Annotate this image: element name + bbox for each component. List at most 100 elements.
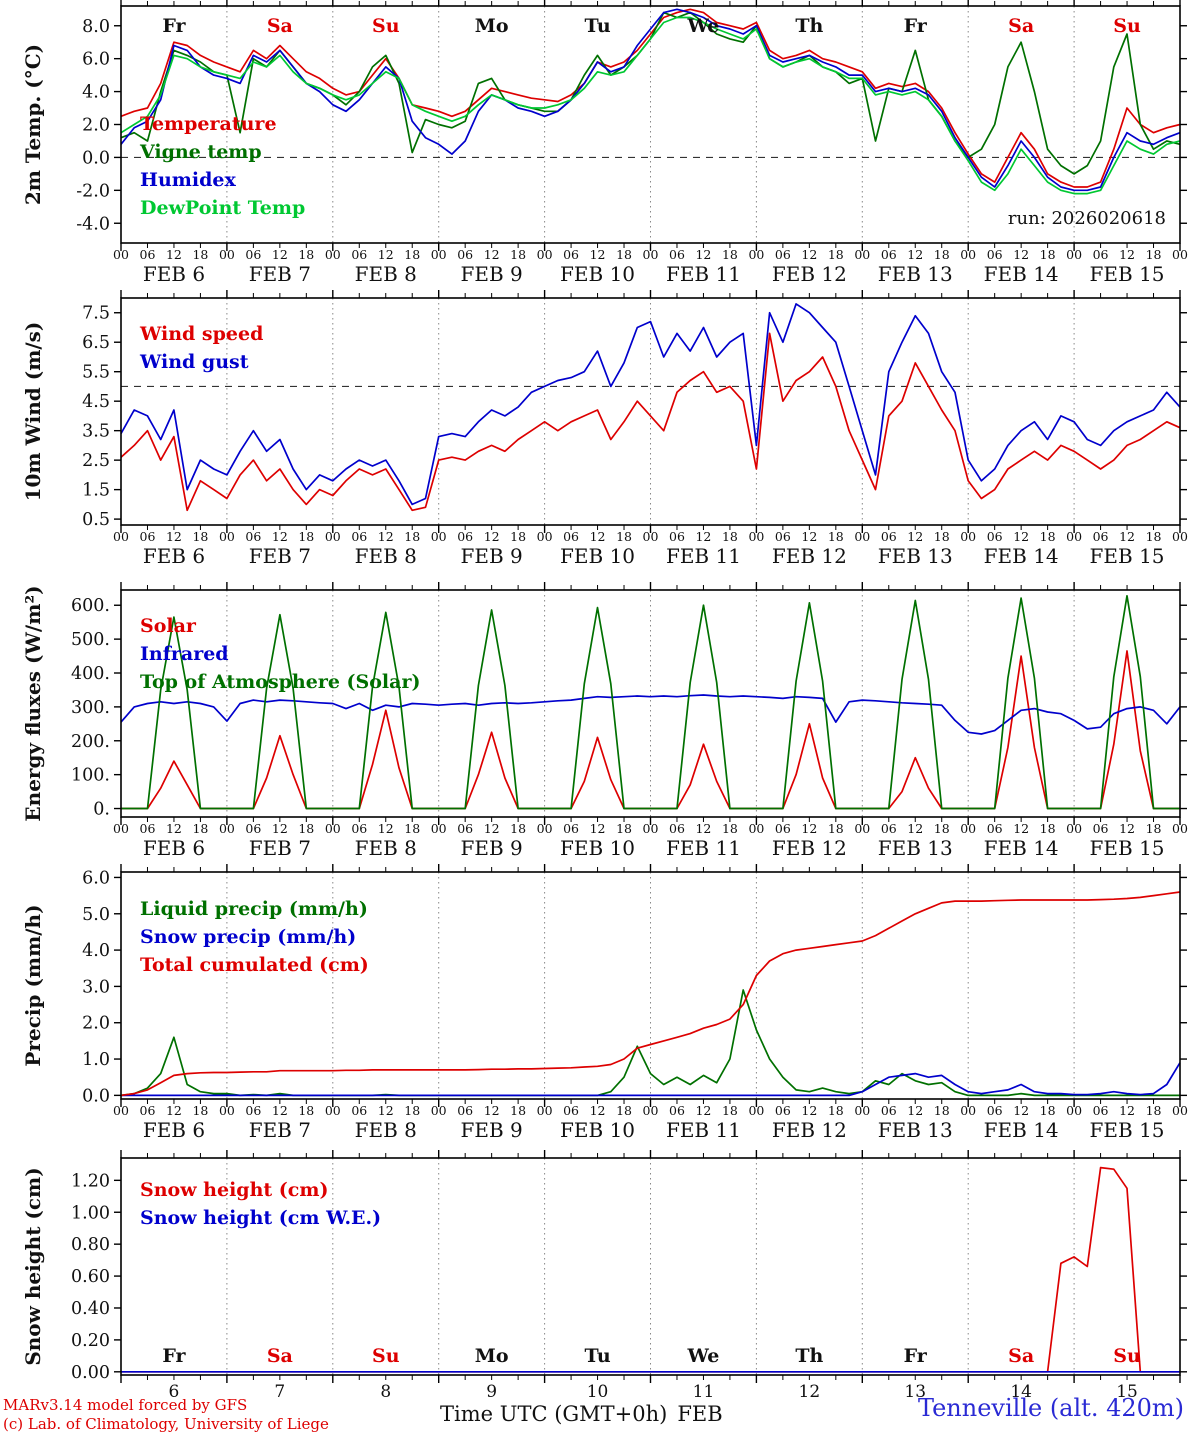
y-tick-label: 0.00 bbox=[71, 1363, 110, 1383]
meteogram-chart: 8.0 6.0 4.0 2.0 0.0 -2.0 -4.0 00 06 12 18 00 06 12 18 0… bbox=[21, 0, 1188, 1402]
hour-tick-label: 00 bbox=[325, 821, 341, 836]
day-label: FEB 7 bbox=[249, 1118, 311, 1142]
hour-tick-label: 00 bbox=[1066, 1103, 1082, 1118]
hour-tick-label: 18 bbox=[934, 821, 950, 836]
day-label: FEB 14 bbox=[984, 836, 1059, 860]
day-label: FEB 7 bbox=[249, 544, 311, 568]
dow-label: Th bbox=[795, 1345, 823, 1367]
hour-tick-label: 06 bbox=[669, 1103, 685, 1118]
day-label: FEB 12 bbox=[772, 836, 847, 860]
dow-label: Mo bbox=[475, 1345, 509, 1367]
hour-tick-label: 06 bbox=[140, 821, 156, 836]
hour-tick-label: 06 bbox=[351, 247, 367, 262]
hour-tick-label: 00 bbox=[854, 821, 870, 836]
hour-tick-label: 06 bbox=[775, 1103, 791, 1118]
y-tick-label: 1.20 bbox=[71, 1171, 110, 1191]
hour-tick-label: 12 bbox=[590, 1103, 606, 1118]
hour-tick-label: 06 bbox=[1093, 821, 1109, 836]
series-wind-gust bbox=[120, 303, 1181, 506]
month-label: FEB bbox=[677, 1402, 723, 1426]
legend-label: Snow height (cm) bbox=[140, 1179, 328, 1201]
hour-tick-label: 06 bbox=[351, 821, 367, 836]
plot-frame bbox=[120, 297, 1181, 526]
hour-tick-label: 12 bbox=[484, 529, 500, 544]
day-label: FEB 7 bbox=[249, 262, 311, 286]
hour-tick-label: 12 bbox=[801, 1103, 817, 1118]
time-axis-label: Time UTC (GMT+0h) bbox=[440, 1402, 668, 1426]
y-tick-label: 0.0 bbox=[82, 1086, 110, 1106]
hour-tick-label: 18 bbox=[192, 821, 208, 836]
day-label: FEB 12 bbox=[772, 262, 847, 286]
hour-tick-label: 00 bbox=[431, 1103, 447, 1118]
y-tick-label: 0.20 bbox=[71, 1331, 110, 1351]
hour-tick-label: 18 bbox=[934, 529, 950, 544]
hour-tick-label: 12 bbox=[695, 529, 711, 544]
hour-tick-label: 18 bbox=[616, 821, 632, 836]
y-tick-label: 5.5 bbox=[82, 363, 110, 383]
hour-tick-label: 18 bbox=[298, 529, 314, 544]
hour-tick-label: 00 bbox=[1172, 247, 1188, 262]
day-label: FEB 11 bbox=[666, 1118, 741, 1142]
hour-tick-label: 12 bbox=[907, 247, 923, 262]
hour-tick-label: 12 bbox=[590, 529, 606, 544]
y-axis-title: Snow height (cm) bbox=[21, 1167, 45, 1365]
hour-tick-label: 06 bbox=[245, 247, 261, 262]
hour-tick-label: 06 bbox=[1093, 529, 1109, 544]
hour-tick-label: 12 bbox=[801, 821, 817, 836]
hour-tick-label: 06 bbox=[457, 247, 473, 262]
day-label: FEB 9 bbox=[461, 262, 523, 286]
hour-tick-label: 12 bbox=[1013, 1103, 1029, 1118]
hour-tick-label: 06 bbox=[669, 821, 685, 836]
day-label: FEB 10 bbox=[560, 1118, 635, 1142]
panel-energy: 600.500.400.300.200.100.0.00 06 12 18 00 06 12… bbox=[21, 582, 1188, 860]
day-label: FEB 9 bbox=[461, 836, 523, 860]
hour-tick-label: 06 bbox=[457, 821, 473, 836]
hour-tick-label: 06 bbox=[987, 821, 1003, 836]
hour-tick-label: 06 bbox=[987, 1103, 1003, 1118]
dow-label: Fr bbox=[162, 1345, 186, 1367]
hour-tick-label: 06 bbox=[563, 821, 579, 836]
hour-tick-label: 12 bbox=[590, 821, 606, 836]
hour-tick-label: 00 bbox=[219, 529, 235, 544]
day-label: FEB 11 bbox=[666, 262, 741, 286]
hour-tick-label: 00 bbox=[854, 529, 870, 544]
y-tick-label: 4.0 bbox=[82, 83, 110, 103]
plot-frame bbox=[120, 589, 1181, 818]
hour-tick-label: 18 bbox=[404, 821, 420, 836]
hour-tick-label: 06 bbox=[775, 247, 791, 262]
panel-snow: 1.20 1.00 0.80 0.60 0.40 0.20 0.00 6 7 8 9 10 11 12 13… bbox=[21, 1150, 1187, 1402]
credit-line2: (c) Lab. of Climatology, University of L… bbox=[3, 1415, 329, 1433]
hour-tick-label: 06 bbox=[351, 1103, 367, 1118]
day-label: FEB 10 bbox=[560, 836, 635, 860]
hour-tick-label: 18 bbox=[1146, 1103, 1162, 1118]
hour-tick-label: 18 bbox=[828, 821, 844, 836]
day-label: FEB 6 bbox=[143, 836, 205, 860]
hour-tick-label: 12 bbox=[1119, 529, 1135, 544]
day-label: FEB 10 bbox=[560, 262, 635, 286]
dow-label: Tu bbox=[584, 15, 610, 37]
series-wind-speed bbox=[120, 332, 1181, 512]
y-axis-title: Energy fluxes (W/m²) bbox=[21, 585, 45, 821]
day-label: FEB 14 bbox=[984, 262, 1059, 286]
hour-tick-label: 06 bbox=[881, 247, 897, 262]
hour-tick-label: 12 bbox=[907, 821, 923, 836]
y-tick-label: 5.0 bbox=[82, 905, 110, 925]
series-dewpoint-temp bbox=[120, 16, 1181, 195]
hour-tick-label: 18 bbox=[1040, 247, 1056, 262]
hour-tick-label: 00 bbox=[537, 1103, 553, 1118]
legend-label: Liquid precip (mm/h) bbox=[140, 898, 368, 920]
dow-label: Sa bbox=[1008, 1345, 1034, 1367]
hour-tick-label: 06 bbox=[140, 1103, 156, 1118]
dow-label: Tu bbox=[584, 1345, 610, 1367]
hour-tick-label: 06 bbox=[669, 247, 685, 262]
day-label: FEB 15 bbox=[1090, 836, 1165, 860]
dow-label: Su bbox=[372, 1345, 400, 1367]
y-tick-label: -2.0 bbox=[76, 181, 110, 201]
y-tick-label: 1.5 bbox=[82, 481, 110, 501]
hour-tick-label: 18 bbox=[404, 529, 420, 544]
y-tick-label: 8.0 bbox=[82, 17, 110, 37]
dow-label: Su bbox=[372, 15, 400, 37]
day-label: FEB 8 bbox=[355, 836, 417, 860]
day-label: FEB 15 bbox=[1090, 1118, 1165, 1142]
